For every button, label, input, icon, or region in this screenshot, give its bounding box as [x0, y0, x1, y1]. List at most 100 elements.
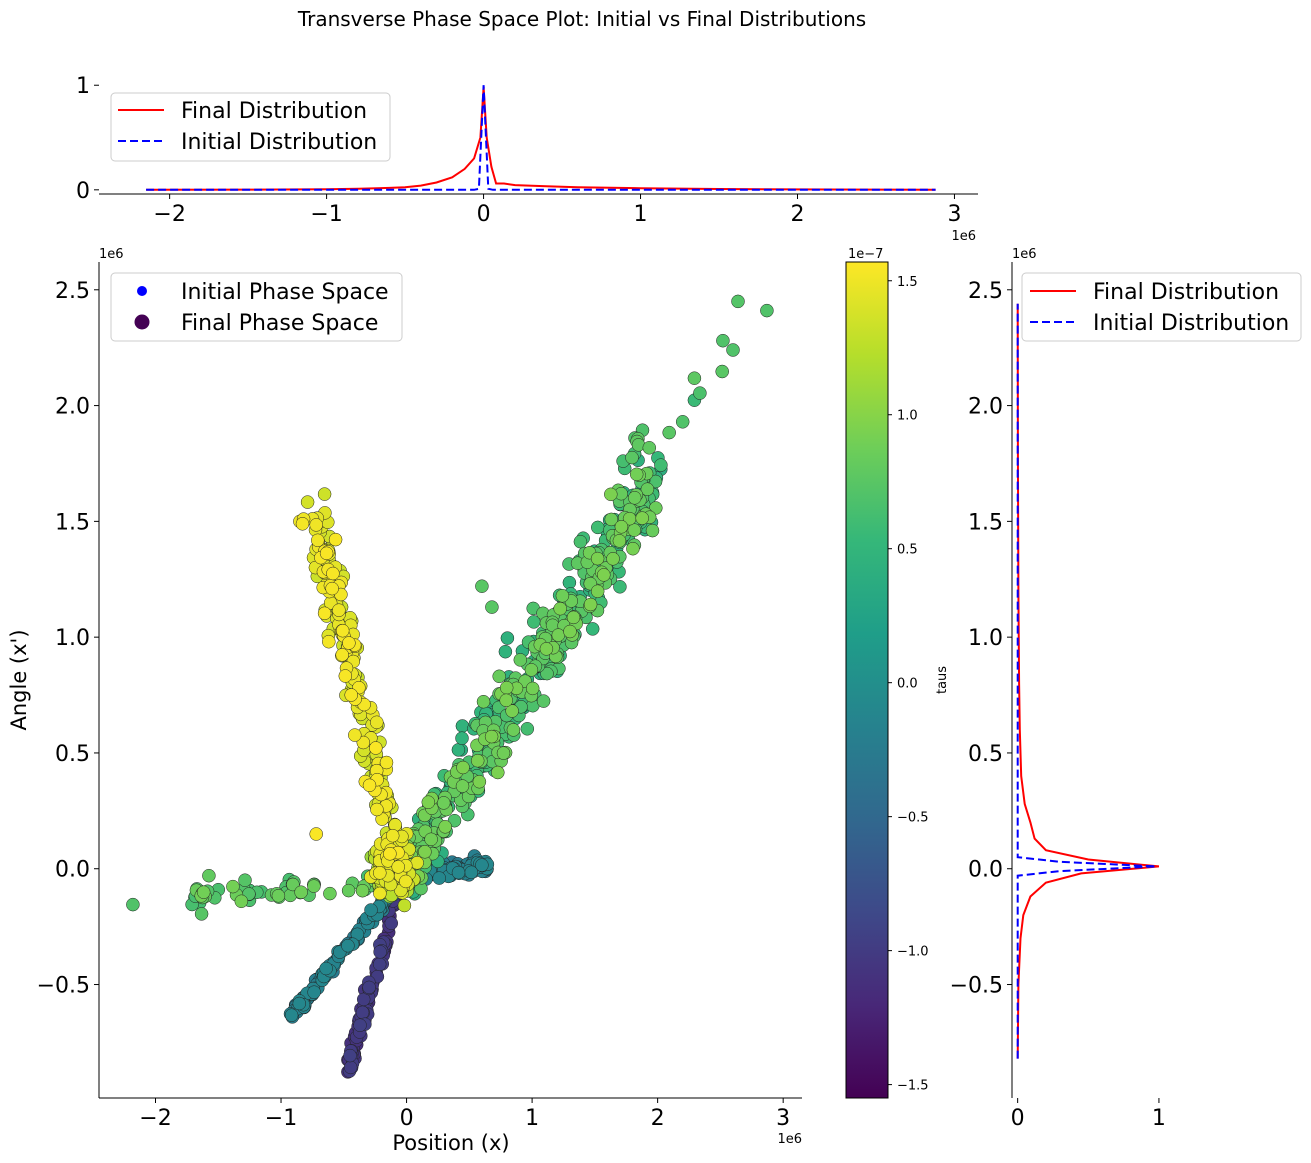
- scatter-point: [499, 680, 514, 695]
- scatter-point: [627, 523, 642, 537]
- scatter-point: [348, 728, 362, 742]
- scatter-point: [343, 1048, 357, 1063]
- scatter-point: [485, 600, 499, 614]
- colorbar-ticks: −1.5 −1.0 −0.5 0.0 0.5 1.0 1.5: [888, 275, 929, 1094]
- main-legend-initial-marker: [137, 286, 147, 296]
- top-x-tick-label: 0: [477, 202, 491, 227]
- top-x-offset-label: 1e6: [951, 229, 976, 244]
- scatter-point: [590, 584, 605, 599]
- scatter-point: [498, 644, 513, 659]
- main-y-tick-label: 1.0: [55, 626, 90, 651]
- right-y-ticks: −0.5 0.0 0.5 1.0 1.5 2.0 2.5: [950, 279, 1012, 999]
- top-x-tick-label: 3: [947, 202, 961, 227]
- scatter-point: [399, 874, 413, 889]
- scatter-point: [295, 517, 310, 531]
- scatter-point: [455, 779, 470, 793]
- top-legend-frame: [110, 92, 391, 162]
- colorbar-offset-label: 1e−7: [848, 247, 883, 262]
- scatter-point: [642, 441, 657, 455]
- scatter-point: [362, 980, 376, 995]
- scatter-point: [322, 634, 336, 649]
- scatter-point: [472, 774, 487, 789]
- scatter-point: [391, 860, 405, 874]
- scatter-point: [525, 681, 540, 696]
- scatter-point: [500, 631, 515, 645]
- main-x-tick-label: −1: [265, 1106, 297, 1131]
- scatter-point: [555, 589, 570, 603]
- colorbar-tick-label: 0.0: [897, 677, 918, 692]
- scatter-point: [341, 883, 356, 898]
- scatter-point: [524, 663, 539, 677]
- scatter-point: [373, 886, 387, 901]
- right-x-tick-label: 1: [1152, 1106, 1166, 1131]
- top-marginal-panel: −2 −1 0 1 2 3 01 1e6 Final Distribution Initi…: [76, 74, 978, 244]
- scatter-point: [645, 523, 660, 538]
- scatter-point: [496, 746, 511, 760]
- scatter-point: [317, 606, 332, 621]
- scatter-point: [319, 546, 334, 561]
- main-legend: Initial Phase Space Final Phase Space: [110, 272, 403, 342]
- right-y-tick-label: 0.5: [968, 742, 1003, 767]
- scatter-point: [196, 885, 211, 899]
- scatter-point: [355, 883, 370, 898]
- scatter-point: [566, 610, 581, 625]
- scatter-point: [506, 723, 521, 737]
- scatter-point: [626, 541, 640, 556]
- top-x-tick-label: −2: [153, 202, 185, 227]
- right-x-tick-label: 0: [1011, 1106, 1025, 1131]
- scatter-point: [614, 520, 629, 534]
- scatter-point: [379, 755, 394, 770]
- scatter-point: [328, 532, 343, 547]
- scatter-points: [126, 294, 774, 1079]
- scatter-point: [369, 741, 383, 755]
- scatter-point: [606, 552, 620, 566]
- colorbar: −1.5 −1.0 −0.5 0.0 0.5 1.0 1.5 1e−7 taus: [845, 247, 950, 1099]
- scatter-point: [370, 715, 384, 730]
- scatter-point: [627, 491, 642, 505]
- scatter-point: [451, 743, 466, 757]
- scatter-point: [373, 945, 387, 959]
- scatter-point: [591, 520, 605, 535]
- scatter-point: [383, 847, 397, 861]
- scatter-point: [499, 693, 513, 708]
- scatter-point: [476, 694, 491, 709]
- scatter-point: [455, 731, 469, 745]
- scatter-point: [640, 482, 655, 496]
- top-x-tick-label: −1: [310, 202, 342, 227]
- scatter-point: [629, 467, 644, 482]
- scatter-point: [364, 903, 378, 917]
- main-y-tick-label: −0.5: [37, 974, 90, 999]
- scatter-point: [418, 845, 432, 859]
- scatter-point: [410, 856, 424, 870]
- scatter-point: [604, 487, 618, 502]
- scatter-point: [341, 938, 355, 953]
- right-y-offset-label: 1e6: [1012, 247, 1037, 262]
- top-series-initial-line: [146, 85, 936, 191]
- scatter-point: [475, 579, 489, 593]
- scatter-point: [563, 624, 577, 639]
- scatter-point: [362, 778, 377, 793]
- main-legend-frame: [110, 272, 403, 342]
- top-marginal-lines: [146, 85, 936, 191]
- scatter-point: [484, 729, 499, 744]
- scatter-point: [292, 996, 307, 1011]
- main-x-offset-label: 1e6: [777, 1132, 802, 1147]
- scatter-point: [343, 1060, 358, 1075]
- right-marginal-lines: [1016, 303, 1159, 1059]
- scatter-point: [384, 916, 399, 930]
- scatter-point: [234, 894, 249, 909]
- scatter-point: [372, 957, 387, 972]
- scatter-point: [451, 865, 466, 880]
- scatter-point: [194, 907, 209, 921]
- scatter-point: [323, 886, 337, 901]
- top-y-tick-label: 1: [76, 74, 90, 99]
- scatter-point: [438, 820, 452, 834]
- main-x-axis-label: Position (x): [392, 1131, 509, 1155]
- scatter-point: [551, 628, 566, 642]
- scatter-point: [317, 487, 332, 501]
- main-x-tick-label: 3: [776, 1106, 790, 1131]
- scatter-point: [335, 648, 349, 662]
- main-scatter-panel: −2 −1 0 1 2 3 −0.50.00.51.01.52.02.5 1e6 1e6 …: [7, 247, 802, 1155]
- scatter-point: [238, 873, 252, 887]
- main-x-tick-label: 2: [651, 1106, 665, 1131]
